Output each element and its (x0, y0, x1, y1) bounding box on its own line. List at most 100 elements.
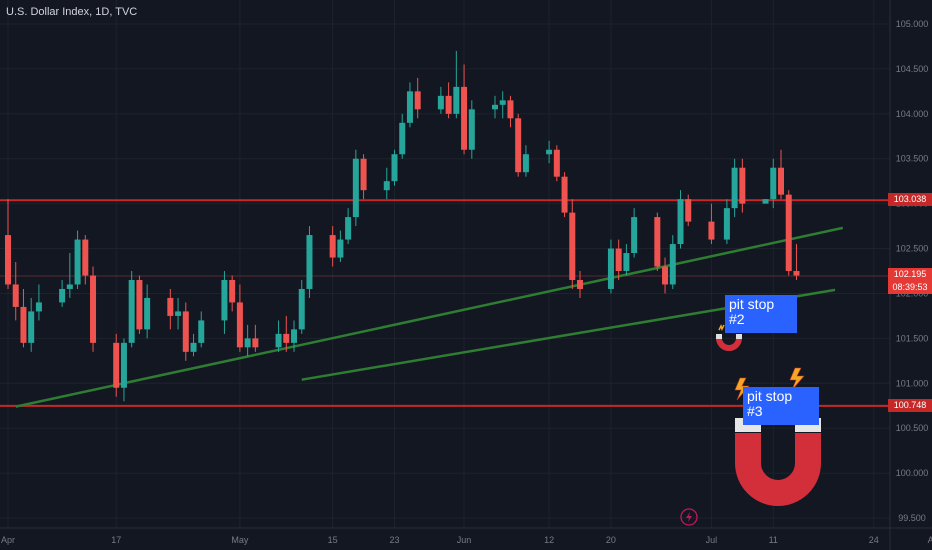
time-axis[interactable]: Apr 17 May 15 23 Jun 12 20 Jul 11 24 Aug (0, 527, 932, 545)
candle (236, 284, 243, 352)
candle-body (244, 338, 251, 348)
level-high-price-tag: 103.038 (888, 193, 932, 206)
candle-body (414, 91, 421, 110)
candle-body (453, 86, 460, 114)
candle (82, 235, 89, 285)
magnet-icon (735, 418, 821, 506)
candle (677, 190, 684, 249)
candle-body (522, 154, 529, 173)
candle-body (623, 253, 630, 271)
candle (453, 50, 460, 119)
pit-stop-3-note[interactable]: pit stop #3 (743, 387, 819, 425)
candle-body (167, 297, 174, 316)
x-tick-label: 24 (869, 535, 879, 545)
candle-body (739, 167, 746, 204)
y-tick-label: 103.500 (896, 154, 929, 164)
candle (607, 239, 614, 294)
candle-body (35, 302, 42, 312)
candle-body (669, 244, 676, 285)
candle (291, 320, 298, 352)
candle (275, 320, 282, 352)
candle (244, 324, 251, 357)
candle (553, 145, 560, 182)
y-tick-label: 105.000 (896, 19, 929, 29)
magnet-icon (716, 324, 742, 351)
candle (569, 199, 576, 289)
chart-title: U.S. Dollar Index, 1D, TVC (6, 6, 138, 18)
grid-lines (0, 0, 890, 528)
y-tick-label: 104.500 (896, 64, 929, 74)
candle (615, 239, 622, 280)
candle (507, 95, 514, 128)
pit-stop-2-note[interactable]: pit stop #2 (725, 295, 797, 333)
candle-body (20, 306, 27, 343)
candle-body (306, 235, 313, 289)
candle-body (577, 279, 584, 289)
candle (685, 194, 692, 227)
y-tick-label: 102.500 (896, 244, 929, 254)
candle-body (360, 158, 367, 191)
last-price-tag: 102.195 (888, 268, 932, 281)
candle-body (654, 217, 661, 267)
candle (739, 158, 746, 213)
candle-body (546, 149, 553, 155)
candle-body (569, 212, 576, 280)
candle (399, 113, 406, 159)
candle (59, 279, 66, 307)
candle (623, 244, 630, 276)
y-tick-label: 99.500 (898, 513, 926, 523)
candle-body (793, 271, 800, 276)
candle (468, 100, 475, 159)
candle-body (677, 199, 684, 245)
candle (762, 199, 769, 204)
candle (128, 271, 135, 348)
candle (198, 311, 205, 348)
candle-body (778, 167, 784, 195)
candle (723, 199, 730, 245)
candle-body (59, 288, 66, 303)
candle (190, 333, 197, 357)
candle (499, 91, 506, 119)
note-line: #2 (729, 311, 745, 327)
candle-body (82, 239, 89, 276)
candle (229, 275, 236, 312)
candle-body (553, 149, 560, 177)
y-tick-label: 100.000 (896, 468, 929, 478)
candle-body (345, 217, 352, 240)
candle-body (468, 109, 475, 150)
candle-body (74, 239, 81, 285)
candle (546, 140, 553, 164)
candle-body (723, 208, 730, 240)
candle (383, 167, 390, 200)
replay-icon[interactable] (680, 508, 698, 526)
candle (561, 172, 568, 218)
candle-body (445, 95, 452, 114)
candle-body (190, 342, 197, 352)
candle (445, 82, 452, 119)
x-tick-label: Jul (706, 535, 718, 545)
candle-body (406, 91, 413, 123)
candle-body (461, 86, 468, 150)
candle (337, 230, 344, 263)
lightning-icon (789, 367, 805, 391)
note-line: pit stop (729, 296, 775, 312)
candle-body (770, 167, 777, 200)
candle (778, 149, 784, 200)
y-tick-label: 100.500 (896, 423, 929, 433)
candle-body (90, 275, 97, 343)
candle (221, 271, 228, 334)
x-tick-label: 11 (769, 535, 778, 545)
candle-body (128, 279, 135, 343)
candle-body (337, 239, 344, 258)
candle-body (5, 235, 11, 285)
candle-body (252, 338, 259, 348)
candle-body (66, 284, 73, 289)
candle (437, 86, 444, 114)
candle (631, 208, 638, 258)
candle (66, 253, 73, 298)
candle-body (283, 333, 290, 343)
candle (167, 288, 174, 330)
candle (662, 257, 669, 294)
x-tick-label: Jun (457, 535, 472, 545)
